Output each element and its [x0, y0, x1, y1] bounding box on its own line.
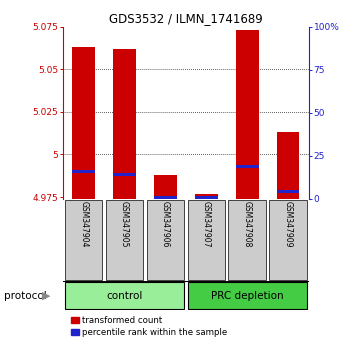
FancyBboxPatch shape: [188, 200, 225, 280]
Text: GSM347909: GSM347909: [284, 201, 293, 248]
Text: GSM347905: GSM347905: [120, 201, 129, 248]
Bar: [195, 194, 218, 199]
Text: GSM347907: GSM347907: [202, 201, 211, 248]
Bar: [277, 132, 299, 199]
Legend: transformed count, percentile rank within the sample: transformed count, percentile rank withi…: [68, 313, 231, 340]
Bar: [154, 175, 177, 199]
Bar: [236, 30, 258, 199]
FancyBboxPatch shape: [188, 282, 307, 309]
Text: protocol: protocol: [4, 291, 46, 301]
Title: GDS3532 / ILMN_1741689: GDS3532 / ILMN_1741689: [109, 12, 263, 25]
Text: PRC depletion: PRC depletion: [211, 291, 284, 301]
Text: GSM347906: GSM347906: [161, 201, 170, 248]
Bar: [277, 190, 299, 194]
FancyBboxPatch shape: [147, 200, 184, 280]
Text: GSM347904: GSM347904: [79, 201, 88, 248]
Bar: [72, 170, 95, 173]
FancyBboxPatch shape: [229, 200, 266, 280]
Bar: [195, 195, 218, 199]
Bar: [236, 165, 258, 168]
Text: ▶: ▶: [42, 291, 50, 301]
Text: control: control: [106, 291, 143, 301]
Text: GSM347908: GSM347908: [243, 201, 252, 247]
FancyBboxPatch shape: [65, 200, 103, 280]
Bar: [113, 49, 136, 199]
FancyBboxPatch shape: [106, 200, 143, 280]
Bar: [113, 173, 136, 176]
FancyBboxPatch shape: [65, 282, 184, 309]
FancyBboxPatch shape: [269, 200, 307, 280]
Bar: [154, 195, 177, 199]
Bar: [72, 47, 95, 199]
